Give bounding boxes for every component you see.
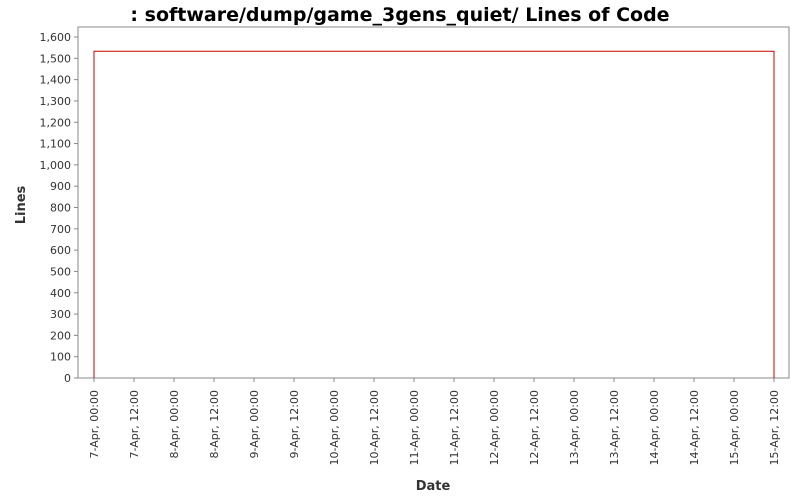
x-axis-label: Date xyxy=(416,479,451,494)
x-tick-label: 8-Apr, 00:00 xyxy=(168,390,181,458)
y-tick-label: 1,000 xyxy=(40,159,72,172)
y-tick-label: 1,600 xyxy=(40,31,72,44)
y-tick-label: 200 xyxy=(50,329,71,342)
x-tick-label: 13-Apr, 00:00 xyxy=(568,390,581,465)
plot-area xyxy=(77,26,790,379)
chart-title: : software/dump/game_3gens_quiet/ Lines … xyxy=(130,4,669,26)
y-tick-label: 500 xyxy=(50,265,71,278)
y-tick-label: 300 xyxy=(50,308,71,321)
x-tick-label: 15-Apr, 12:00 xyxy=(768,390,781,465)
y-tick-label: 1,500 xyxy=(40,52,72,65)
x-tick-label: 9-Apr, 12:00 xyxy=(288,390,301,458)
x-tick-label: 7-Apr, 00:00 xyxy=(88,390,101,458)
y-tick-label: 600 xyxy=(50,244,71,257)
y-tick-label: 900 xyxy=(50,180,71,193)
y-axis: 0 100 200 300 400 500 600 700 800 900 1,000 1,100 1,… xyxy=(40,31,78,385)
x-axis: 7-Apr, 00:00 7-Apr, 12:00 8-Apr, 00:00 8-Ap… xyxy=(88,378,781,465)
x-tick-label: 9-Apr, 00:00 xyxy=(248,390,261,458)
x-tick-label: 7-Apr, 12:00 xyxy=(128,390,141,458)
x-tick-label: 13-Apr, 12:00 xyxy=(608,390,621,465)
x-tick-label: 11-Apr, 00:00 xyxy=(408,390,421,465)
x-tick-label: 10-Apr, 12:00 xyxy=(368,390,381,465)
x-tick-label: 14-Apr, 12:00 xyxy=(688,390,701,465)
y-tick-label: 1,100 xyxy=(40,138,72,151)
x-tick-label: 12-Apr, 12:00 xyxy=(528,390,541,465)
y-tick-label: 100 xyxy=(50,351,71,364)
x-tick-label: 11-Apr, 12:00 xyxy=(448,390,461,465)
y-tick-label: 700 xyxy=(50,223,71,236)
y-tick-label: 1,400 xyxy=(40,74,72,87)
y-tick-label: 1,200 xyxy=(40,116,72,129)
y-tick-label: 400 xyxy=(50,287,71,300)
y-tick-label: 1,300 xyxy=(40,95,72,108)
series-line xyxy=(93,50,775,378)
x-tick-label: 10-Apr, 00:00 xyxy=(328,390,341,465)
y-tick-label: 800 xyxy=(50,202,71,215)
x-tick-label: 14-Apr, 00:00 xyxy=(648,390,661,465)
x-tick-label: 8-Apr, 12:00 xyxy=(208,390,221,458)
y-tick-label: 0 xyxy=(64,372,71,385)
x-tick-label: 15-Apr, 00:00 xyxy=(728,390,741,465)
series-layer xyxy=(93,50,775,378)
x-tick-label: 12-Apr, 00:00 xyxy=(488,390,501,465)
y-axis-label: Lines xyxy=(14,185,29,224)
